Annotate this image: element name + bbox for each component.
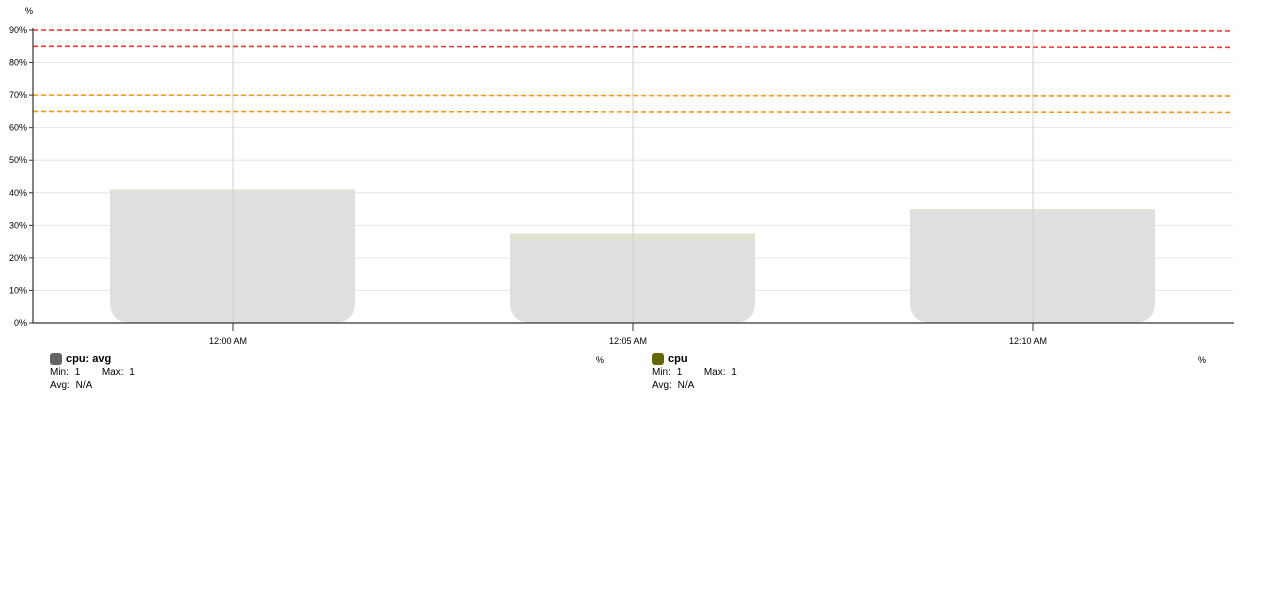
threshold-line: [32, 45, 1231, 49]
bars: [110, 30, 1155, 323]
legend-name: cpu: avg: [66, 353, 112, 365]
x-tick-label: 12:10 AM: [1009, 336, 1047, 346]
y-tick-label: 10%: [9, 285, 27, 295]
legend-item-cpu[interactable]: cpu % Min: 1 Max: 1 Avg: N/A: [652, 352, 1206, 392]
y-tick-label: 60%: [9, 123, 27, 133]
legend-name: cpu: [668, 353, 688, 365]
avg-label: Avg:: [50, 380, 70, 391]
min-label: Min:: [50, 367, 69, 378]
x-tick-labels: 12:00 AM 12:05 AM 12:10 AM: [209, 336, 1047, 346]
avg-value: N/A: [677, 380, 695, 391]
y-tick-label: 90%: [9, 25, 27, 35]
legend-unit: %: [1198, 355, 1207, 365]
y-tick-label: 50%: [9, 155, 27, 165]
y-tick-label: 0%: [14, 318, 27, 328]
threshold-lines: [32, 29, 1231, 114]
legend-unit: %: [596, 355, 605, 365]
y-tick-label: 70%: [9, 90, 27, 100]
legend-item-cpu-avg[interactable]: cpu: avg % Min: 1 Max: 1 Avg: N/A: [50, 352, 604, 392]
axes: [32, 28, 1234, 324]
threshold-line: [32, 110, 1231, 114]
y-tick-label: 40%: [9, 188, 27, 198]
avg-label: Avg:: [652, 380, 672, 391]
cpu-chart: % 0% 10% 20% 30% 40% 50% 60% 70% 80% 90% 12:00 AM…: [9, 6, 1234, 346]
x-tick-label: 12:05 AM: [609, 336, 647, 346]
y-tick-label: 20%: [9, 253, 27, 263]
x-tick-label: 12:00 AM: [209, 336, 247, 346]
y-unit-label: %: [25, 6, 33, 16]
max-value: 1: [731, 367, 737, 378]
y-tick-labels: 0% 10% 20% 30% 40% 50% 60% 70% 80% 90%: [9, 25, 27, 328]
y-tick-label: 80%: [9, 58, 27, 68]
min-label: Min:: [652, 367, 671, 378]
max-value: 1: [129, 367, 135, 378]
legend-swatch: [652, 353, 664, 365]
min-value: 1: [676, 367, 683, 378]
legend-swatch: [50, 353, 62, 365]
max-label: Max:: [101, 367, 124, 378]
min-value: 1: [74, 367, 81, 378]
avg-value: N/A: [75, 380, 93, 391]
y-tick-label: 30%: [9, 220, 27, 230]
max-label: Max:: [703, 367, 726, 378]
